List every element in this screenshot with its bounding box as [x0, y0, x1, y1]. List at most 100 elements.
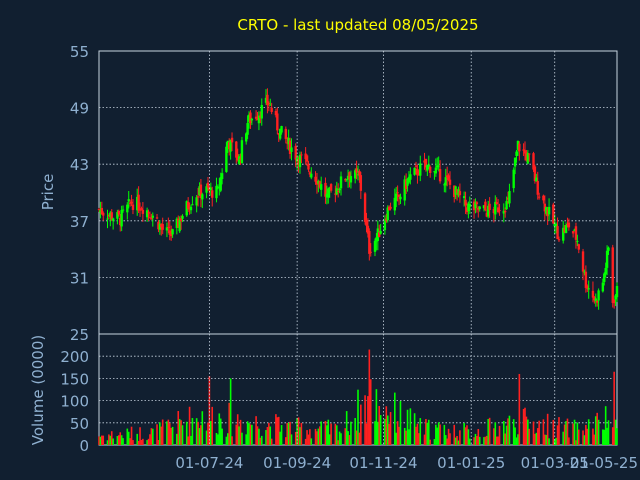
volume-bar — [205, 430, 208, 445]
candle-body — [99, 210, 102, 213]
candle-body — [387, 206, 391, 211]
volume-bar — [386, 415, 389, 445]
volume-bar — [555, 437, 557, 445]
volume-bar — [478, 436, 481, 445]
candle-body — [168, 230, 171, 235]
volume-bar — [318, 426, 321, 445]
candle-body — [240, 140, 244, 163]
candle-body — [110, 212, 113, 220]
volume-bar — [502, 420, 505, 445]
volume-bar — [453, 424, 456, 445]
volume-bar — [191, 418, 194, 445]
volume-bar — [385, 406, 388, 445]
price-tick-label: 31 — [70, 269, 89, 287]
volume-bar — [275, 414, 277, 445]
candle-body — [413, 167, 416, 175]
volume-bar — [140, 439, 143, 445]
candle-body — [438, 169, 442, 182]
candle-body — [239, 158, 242, 160]
x-tick-label: 01-07-24 — [175, 454, 243, 472]
candle-body — [328, 187, 331, 191]
candle-body — [455, 189, 459, 193]
volume-bar — [467, 429, 470, 445]
candle-body — [543, 203, 547, 212]
volume-bar — [296, 418, 298, 445]
volume-bar — [527, 419, 529, 445]
volume-bar — [436, 427, 439, 445]
candle-body — [604, 267, 607, 275]
candle-body — [119, 217, 122, 226]
volume-bar — [176, 433, 178, 445]
volume-bar — [546, 413, 549, 445]
volume-bar — [335, 425, 338, 445]
candle-body — [150, 217, 153, 220]
candle-body — [467, 203, 470, 212]
candle-body — [472, 201, 476, 211]
candle-body — [121, 209, 125, 211]
volume-bar — [575, 440, 577, 445]
volume-bar — [602, 429, 604, 445]
candle-body — [474, 202, 477, 209]
candle-body — [345, 178, 348, 180]
volume-bar — [606, 427, 608, 445]
volume-bar — [251, 424, 253, 445]
candle-body — [383, 220, 387, 231]
candle-body — [290, 147, 293, 152]
candle-body — [406, 178, 409, 186]
volume-bar — [459, 430, 461, 445]
candle-body — [315, 180, 319, 185]
price-axis-label: Price — [39, 174, 57, 211]
price-tick-label: 49 — [70, 100, 89, 118]
candle-body — [117, 210, 121, 215]
candle-body — [284, 128, 288, 139]
candle-body — [297, 159, 300, 165]
volume-bar — [379, 415, 382, 445]
candle-body — [487, 205, 490, 217]
volume-bar — [614, 419, 617, 445]
candle-body — [407, 176, 411, 183]
volume-bar — [360, 404, 362, 445]
volume-tick-label: 100 — [60, 393, 89, 411]
volume-axis-label: Volume (0000) — [29, 335, 47, 445]
candle-body — [140, 208, 143, 211]
volume-bar — [268, 422, 270, 445]
volume-bar — [463, 423, 465, 445]
candle-body — [317, 181, 320, 184]
volume-bar — [306, 430, 308, 445]
candle-body — [128, 202, 132, 204]
volume-bar — [137, 440, 140, 445]
volume-bar — [535, 432, 538, 445]
candle-body — [416, 168, 419, 176]
volume-bar — [345, 411, 348, 445]
volume-bar — [497, 436, 499, 445]
candle-body — [189, 206, 193, 211]
volume-bar — [239, 419, 242, 445]
candle-body — [198, 186, 201, 196]
candle-body — [396, 192, 399, 194]
candle-body — [414, 165, 418, 167]
price-panel: 25 31 37 43 49 55 — [70, 43, 619, 344]
volume-bar — [219, 418, 222, 445]
volume-bar — [248, 423, 250, 445]
candle-body — [447, 175, 450, 180]
volume-bar — [466, 425, 468, 445]
candle-body — [525, 152, 528, 161]
candle-body — [106, 218, 109, 220]
candle-body — [533, 166, 537, 182]
candle-body — [583, 271, 586, 273]
candle-body — [195, 197, 198, 206]
volume-bar — [350, 421, 352, 445]
volume-bar — [446, 438, 448, 445]
candle-body — [167, 226, 170, 228]
candle-body — [482, 205, 486, 209]
candle-body — [237, 156, 241, 164]
volume-bar — [314, 428, 317, 445]
candle-body — [457, 189, 460, 196]
volume-bar — [159, 422, 161, 445]
candle-body — [308, 172, 312, 175]
volume-bar — [168, 423, 171, 445]
volume-bar — [405, 430, 407, 445]
candle-body — [254, 116, 258, 119]
volume-bar — [139, 427, 141, 445]
volume-bar — [328, 434, 331, 445]
